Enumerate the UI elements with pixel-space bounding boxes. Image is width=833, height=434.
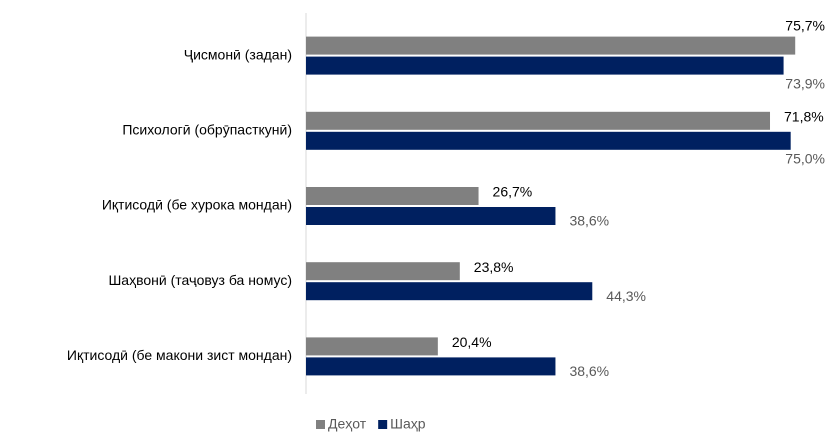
bar [306,187,479,205]
bar [306,111,771,130]
bar [306,36,796,55]
data-label: 71,8% [784,109,824,125]
category-label: Психологӣ (обрӯпасткунӣ) [122,122,292,138]
data-label: 44,3% [606,288,646,304]
bar [306,207,556,225]
data-label: 75,7% [785,17,825,33]
data-label: 23,8% [474,259,514,275]
category-label: Иқтисодӣ (бе макони зист мондан) [67,347,292,363]
data-label: 38,6% [569,363,609,379]
data-label: 75,0% [785,151,825,167]
data-label: 26,7% [493,184,533,200]
bar [306,56,784,75]
bar [306,282,593,301]
legend-label: Шаҳр [390,416,426,432]
data-label: 73,9% [785,75,825,91]
category-label: Ҷисмонӣ (задан) [184,46,292,62]
data-label: 20,4% [452,334,492,350]
legend-label: Деҳот [328,416,367,432]
data-label: 38,6% [569,213,609,229]
legend-swatch [316,420,325,429]
category-label: Иқтисодӣ (бе хурока мондан) [102,197,292,213]
bar [306,337,438,356]
bar [306,357,556,376]
category-label: Шаҳвонӣ (таҷовуз ба номус) [108,272,292,288]
bar [306,131,791,150]
bar [306,262,460,281]
legend-swatch [378,420,388,429]
